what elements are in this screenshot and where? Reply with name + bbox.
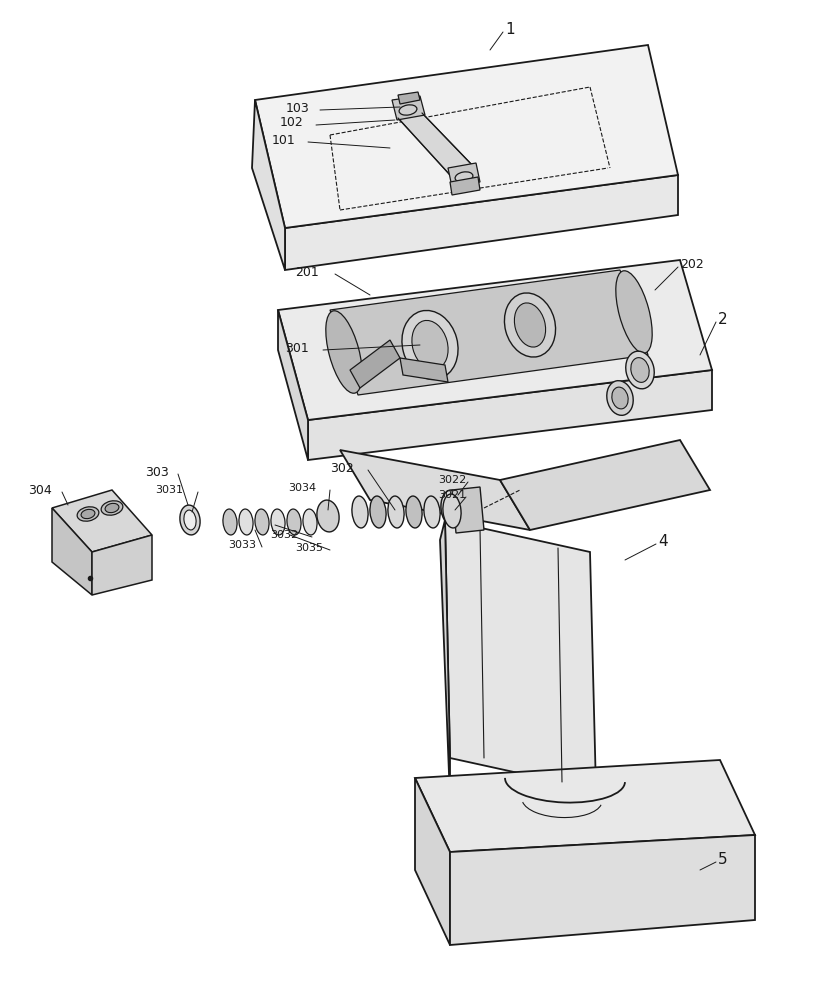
Ellipse shape [388,496,404,528]
Ellipse shape [616,271,653,353]
Ellipse shape [239,509,253,535]
Polygon shape [452,487,484,533]
Text: 4: 4 [658,534,667,550]
Ellipse shape [352,496,368,528]
Polygon shape [448,163,480,187]
Polygon shape [340,450,530,530]
Polygon shape [308,370,712,460]
Text: 201: 201 [295,265,319,278]
Text: 304: 304 [28,484,52,496]
Polygon shape [52,490,152,552]
Ellipse shape [412,320,448,370]
Polygon shape [450,177,480,195]
Text: 3021: 3021 [438,490,466,500]
Ellipse shape [317,500,339,532]
Ellipse shape [370,496,386,528]
Ellipse shape [101,501,123,515]
Ellipse shape [607,381,634,415]
Text: 301: 301 [285,342,309,355]
Ellipse shape [505,293,556,357]
Polygon shape [392,96,425,120]
Ellipse shape [81,509,95,519]
Polygon shape [330,270,648,395]
Text: 5: 5 [718,852,728,867]
Polygon shape [398,113,475,175]
Ellipse shape [455,172,473,182]
Text: 3034: 3034 [288,483,316,493]
Text: 3035: 3035 [295,543,323,553]
Ellipse shape [105,503,119,513]
Ellipse shape [77,507,99,521]
Text: 1: 1 [505,22,515,37]
Polygon shape [500,440,710,530]
Text: 302: 302 [330,462,354,475]
Ellipse shape [180,505,200,535]
Polygon shape [285,175,678,270]
Polygon shape [92,535,152,595]
Ellipse shape [399,105,417,115]
Polygon shape [278,310,308,460]
Ellipse shape [631,358,649,382]
Polygon shape [415,778,450,945]
Text: 3033: 3033 [228,540,256,550]
Ellipse shape [255,509,269,535]
Text: 2: 2 [718,312,728,328]
Text: 3031: 3031 [155,485,183,495]
Ellipse shape [184,510,196,530]
Polygon shape [255,45,678,228]
Polygon shape [445,520,596,790]
Ellipse shape [515,303,546,347]
Ellipse shape [612,387,628,409]
Polygon shape [415,760,755,852]
Polygon shape [252,100,285,270]
Ellipse shape [441,490,463,526]
Text: 303: 303 [145,466,169,479]
Polygon shape [278,260,712,420]
Ellipse shape [271,509,285,535]
Text: 101: 101 [272,133,296,146]
Text: 102: 102 [280,116,304,129]
Text: 3032: 3032 [270,530,298,540]
Ellipse shape [424,496,440,528]
Text: 3022: 3022 [438,475,466,485]
Text: 202: 202 [680,258,704,271]
Ellipse shape [402,310,458,380]
Ellipse shape [303,509,317,535]
Ellipse shape [287,509,301,535]
Polygon shape [400,358,448,382]
Ellipse shape [626,351,654,389]
Polygon shape [398,92,420,104]
Ellipse shape [325,311,362,393]
Text: 103: 103 [286,102,310,114]
Ellipse shape [406,496,422,528]
Polygon shape [52,508,92,595]
Polygon shape [440,520,450,800]
Polygon shape [350,340,400,388]
Polygon shape [450,835,755,945]
Ellipse shape [443,494,461,528]
Ellipse shape [223,509,237,535]
